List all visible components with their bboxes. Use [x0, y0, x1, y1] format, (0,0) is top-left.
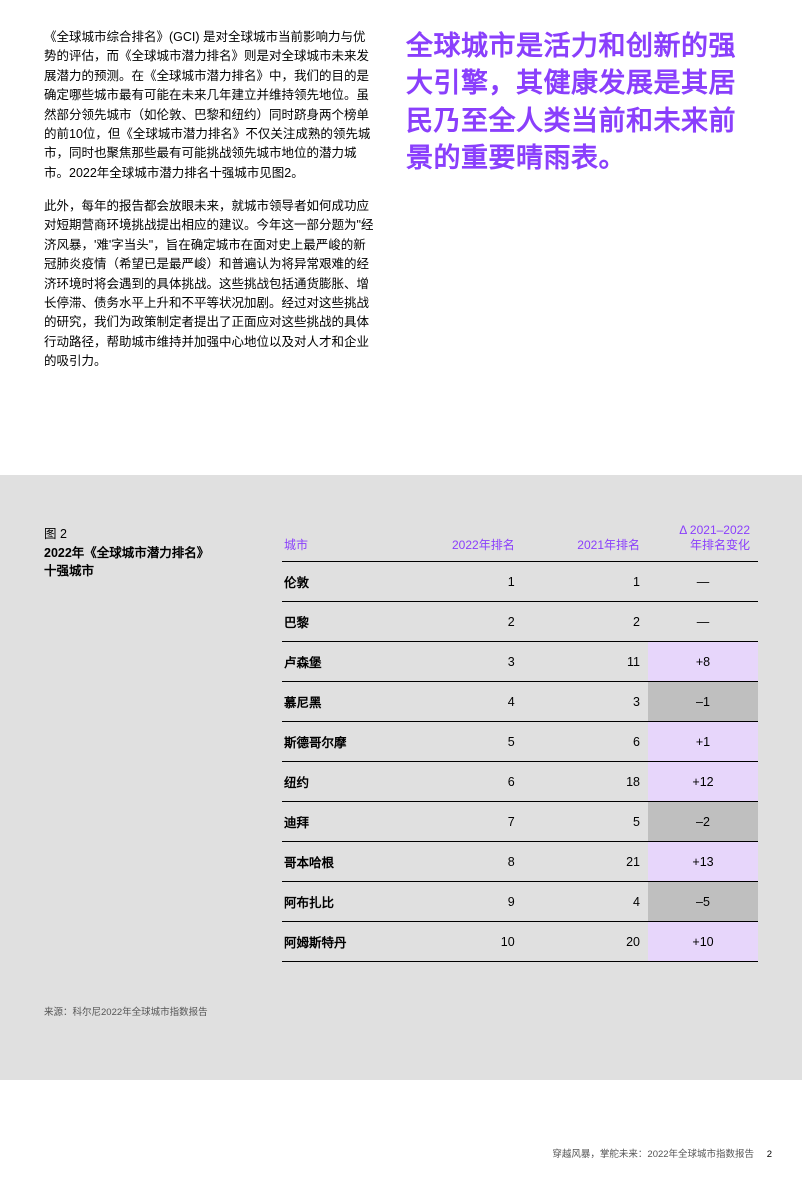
cell-rank-2021: 4 — [523, 882, 648, 922]
cell-rank-2021: 3 — [523, 682, 648, 722]
figure-title: 2022年《全球城市潜力排名》 十强城市 — [44, 544, 254, 580]
cell-delta: –2 — [648, 802, 758, 842]
cell-rank-2021: 5 — [523, 802, 648, 842]
footer-text: 穿越风暴，掌舵未来：2022年全球城市指数报告 — [552, 1149, 754, 1160]
table-row: 阿姆斯特丹1020+10 — [282, 922, 758, 962]
col-delta: Δ 2021–2022 年排名变化 — [648, 523, 758, 562]
cell-city: 迪拜 — [282, 802, 397, 842]
col-2021: 2021年排名 — [523, 523, 648, 562]
cell-delta: +13 — [648, 842, 758, 882]
ranking-table-area: 城市 2022年排名 2021年排名 Δ 2021–2022 年排名变化 伦敦1… — [282, 523, 758, 962]
figure-source: 来源：科尔尼2022年全球城市指数报告 — [44, 1004, 758, 1018]
table-row: 迪拜75–2 — [282, 802, 758, 842]
cell-city: 卢森堡 — [282, 642, 397, 682]
cell-rank-2022: 1 — [397, 562, 522, 602]
page-number: 2 — [767, 1149, 772, 1160]
cell-rank-2022: 4 — [397, 682, 522, 722]
page-footer: 穿越风暴，掌舵未来：2022年全球城市指数报告 2 — [552, 1146, 772, 1160]
cell-city: 阿姆斯特丹 — [282, 922, 397, 962]
cell-rank-2021: 21 — [523, 842, 648, 882]
cell-city: 伦敦 — [282, 562, 397, 602]
cell-delta: –5 — [648, 882, 758, 922]
callout-block: 全球城市是活力和创新的强大引擎，其健康发展是其居民乃至全人类当前和未来前景的重要… — [406, 28, 758, 385]
cell-rank-2021: 6 — [523, 722, 648, 762]
table-row: 斯德哥尔摩56+1 — [282, 722, 758, 762]
table-row: 卢森堡311+8 — [282, 642, 758, 682]
cell-rank-2022: 8 — [397, 842, 522, 882]
figure-title-line2: 十强城市 — [44, 564, 94, 578]
ranking-table: 城市 2022年排名 2021年排名 Δ 2021–2022 年排名变化 伦敦1… — [282, 523, 758, 962]
cell-rank-2021: 1 — [523, 562, 648, 602]
cell-city: 巴黎 — [282, 602, 397, 642]
cell-city: 斯德哥尔摩 — [282, 722, 397, 762]
table-row: 伦敦11— — [282, 562, 758, 602]
col-2022: 2022年排名 — [397, 523, 522, 562]
cell-delta: +1 — [648, 722, 758, 762]
cell-city: 慕尼黑 — [282, 682, 397, 722]
cell-rank-2022: 10 — [397, 922, 522, 962]
table-row: 阿布扎比94–5 — [282, 882, 758, 922]
callout-text: 全球城市是活力和创新的强大引擎，其健康发展是其居民乃至全人类当前和未来前景的重要… — [406, 28, 758, 177]
cell-delta: +12 — [648, 762, 758, 802]
figure-number: 图 2 — [44, 523, 254, 542]
table-row: 慕尼黑43–1 — [282, 682, 758, 722]
cell-rank-2022: 5 — [397, 722, 522, 762]
cell-rank-2021: 18 — [523, 762, 648, 802]
cell-delta: +8 — [648, 642, 758, 682]
figure-2-section: 图 2 2022年《全球城市潜力排名》 十强城市 城市 2022年排名 2021… — [0, 475, 802, 1080]
table-row: 哥本哈根821+13 — [282, 842, 758, 882]
cell-delta: — — [648, 562, 758, 602]
cell-rank-2021: 11 — [523, 642, 648, 682]
cell-city: 纽约 — [282, 762, 397, 802]
figure-title-line1: 2022年《全球城市潜力排名》 — [44, 546, 209, 560]
cell-rank-2022: 2 — [397, 602, 522, 642]
cell-city: 哥本哈根 — [282, 842, 397, 882]
cell-city: 阿布扎比 — [282, 882, 397, 922]
col-city: 城市 — [282, 523, 397, 562]
intro-para-2: 此外，每年的报告都会放眼未来，就城市领导者如何成功应对短期营商环境挑战提出相应的… — [44, 197, 374, 371]
table-row: 纽约618+12 — [282, 762, 758, 802]
intro-text-block: 《全球城市综合排名》(GCI) 是对全球城市当前影响力与优势的评估，而《全球城市… — [44, 28, 374, 385]
cell-rank-2021: 20 — [523, 922, 648, 962]
cell-delta: — — [648, 602, 758, 642]
cell-delta: +10 — [648, 922, 758, 962]
cell-rank-2022: 3 — [397, 642, 522, 682]
table-header-row: 城市 2022年排名 2021年排名 Δ 2021–2022 年排名变化 — [282, 523, 758, 562]
cell-rank-2022: 9 — [397, 882, 522, 922]
intro-para-1: 《全球城市综合排名》(GCI) 是对全球城市当前影响力与优势的评估，而《全球城市… — [44, 28, 374, 183]
cell-delta: –1 — [648, 682, 758, 722]
cell-rank-2022: 6 — [397, 762, 522, 802]
cell-rank-2021: 2 — [523, 602, 648, 642]
figure-caption: 图 2 2022年《全球城市潜力排名》 十强城市 — [44, 523, 254, 962]
table-row: 巴黎22— — [282, 602, 758, 642]
cell-rank-2022: 7 — [397, 802, 522, 842]
